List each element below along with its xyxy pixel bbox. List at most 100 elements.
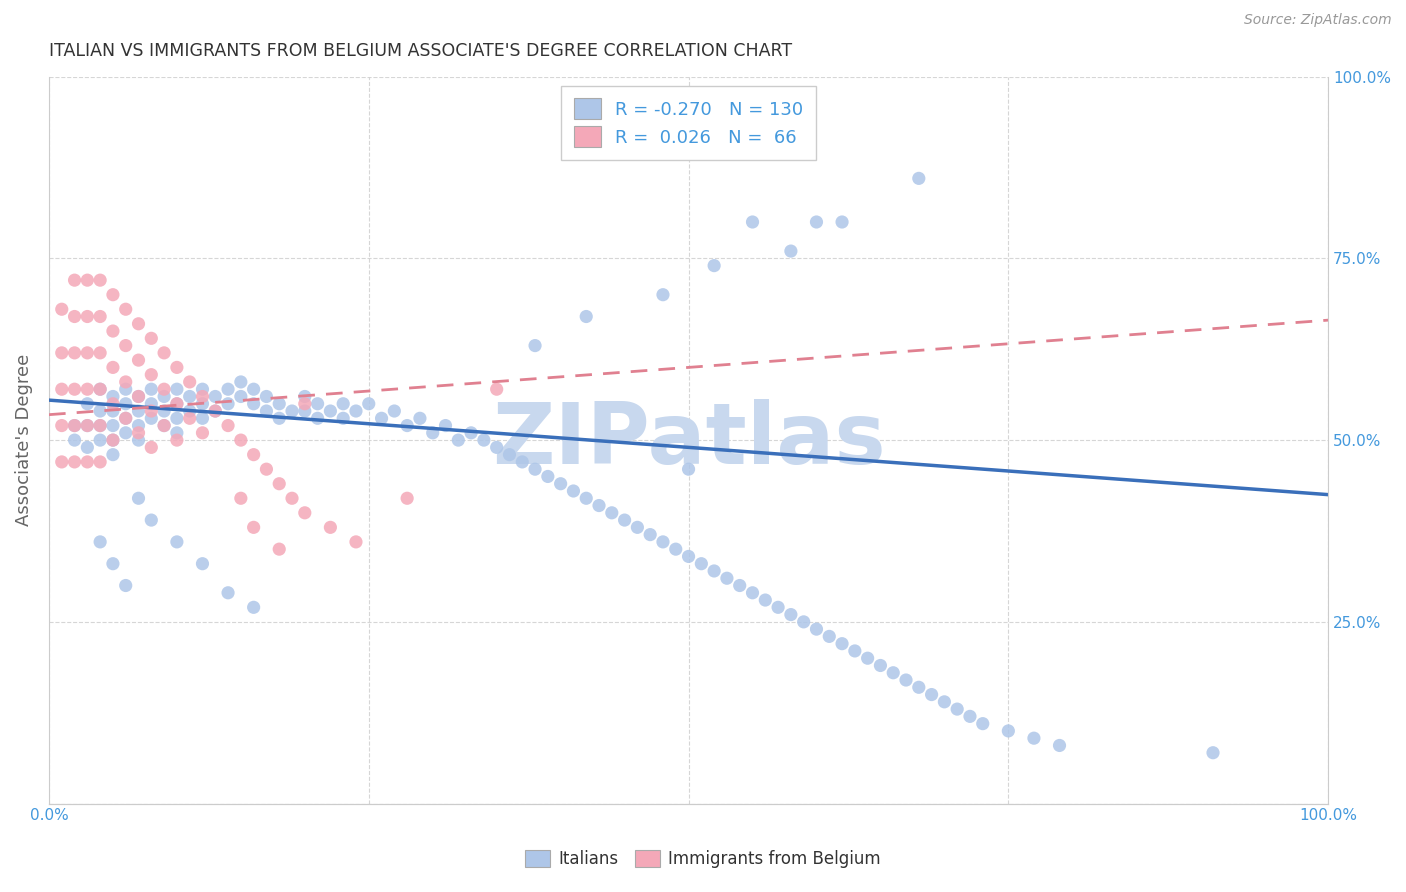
Point bbox=[422, 425, 444, 440]
Point bbox=[153, 346, 176, 360]
Point bbox=[63, 433, 86, 447]
Point bbox=[818, 629, 841, 643]
Point bbox=[89, 433, 111, 447]
Point bbox=[128, 389, 150, 403]
Point bbox=[703, 259, 725, 273]
Point bbox=[89, 382, 111, 396]
Point bbox=[396, 418, 419, 433]
Point bbox=[179, 375, 201, 389]
Point bbox=[141, 382, 163, 396]
Point bbox=[141, 404, 163, 418]
Point bbox=[63, 310, 86, 324]
Point bbox=[141, 397, 163, 411]
Point bbox=[254, 462, 277, 476]
Point bbox=[831, 215, 853, 229]
Point bbox=[76, 418, 98, 433]
Point bbox=[153, 418, 176, 433]
Point bbox=[997, 723, 1019, 738]
Point bbox=[141, 441, 163, 455]
Point bbox=[128, 491, 150, 506]
Point bbox=[114, 411, 136, 425]
Point bbox=[63, 346, 86, 360]
Point bbox=[269, 476, 291, 491]
Point bbox=[780, 244, 803, 258]
Point bbox=[191, 425, 214, 440]
Point bbox=[101, 389, 124, 403]
Point bbox=[882, 665, 904, 680]
Point bbox=[101, 404, 124, 418]
Point bbox=[332, 411, 354, 425]
Point bbox=[638, 527, 661, 541]
Point bbox=[934, 695, 956, 709]
Point bbox=[1022, 731, 1045, 746]
Point bbox=[191, 397, 214, 411]
Point bbox=[716, 571, 738, 585]
Point bbox=[101, 433, 124, 447]
Point bbox=[153, 389, 176, 403]
Point bbox=[382, 404, 405, 418]
Point bbox=[409, 411, 432, 425]
Point bbox=[217, 418, 239, 433]
Point bbox=[1202, 746, 1225, 760]
Point bbox=[754, 593, 776, 607]
Point bbox=[485, 441, 508, 455]
Point bbox=[242, 382, 264, 396]
Legend: Italians, Immigrants from Belgium: Italians, Immigrants from Belgium bbox=[519, 843, 887, 875]
Point bbox=[766, 600, 789, 615]
Point bbox=[191, 389, 214, 403]
Point bbox=[204, 404, 226, 418]
Point bbox=[191, 411, 214, 425]
Text: ZIPatlas: ZIPatlas bbox=[492, 399, 886, 482]
Point bbox=[1049, 739, 1071, 753]
Point bbox=[254, 404, 277, 418]
Point bbox=[89, 310, 111, 324]
Point bbox=[128, 433, 150, 447]
Point bbox=[575, 310, 598, 324]
Point bbox=[51, 302, 73, 317]
Point bbox=[191, 557, 214, 571]
Point bbox=[101, 557, 124, 571]
Point bbox=[281, 404, 304, 418]
Point bbox=[89, 455, 111, 469]
Point bbox=[166, 382, 188, 396]
Point bbox=[269, 542, 291, 557]
Point bbox=[76, 310, 98, 324]
Point bbox=[344, 404, 367, 418]
Point bbox=[806, 215, 828, 229]
Point bbox=[51, 455, 73, 469]
Point bbox=[191, 382, 214, 396]
Point bbox=[434, 418, 457, 433]
Point bbox=[229, 433, 252, 447]
Point bbox=[562, 483, 585, 498]
Point bbox=[89, 418, 111, 433]
Point bbox=[114, 425, 136, 440]
Point bbox=[254, 389, 277, 403]
Point bbox=[204, 404, 226, 418]
Point bbox=[217, 586, 239, 600]
Point bbox=[588, 499, 610, 513]
Point bbox=[114, 382, 136, 396]
Point bbox=[128, 353, 150, 368]
Point bbox=[652, 534, 675, 549]
Point bbox=[972, 716, 994, 731]
Point bbox=[307, 397, 329, 411]
Point bbox=[141, 411, 163, 425]
Point bbox=[319, 520, 342, 534]
Point bbox=[281, 491, 304, 506]
Point bbox=[370, 411, 392, 425]
Point bbox=[128, 317, 150, 331]
Point bbox=[101, 397, 124, 411]
Point bbox=[613, 513, 636, 527]
Point bbox=[242, 397, 264, 411]
Point bbox=[460, 425, 482, 440]
Point bbox=[76, 455, 98, 469]
Point bbox=[114, 397, 136, 411]
Point bbox=[76, 382, 98, 396]
Point bbox=[141, 368, 163, 382]
Point bbox=[179, 404, 201, 418]
Point bbox=[472, 433, 495, 447]
Point bbox=[179, 389, 201, 403]
Point bbox=[242, 600, 264, 615]
Point bbox=[921, 688, 943, 702]
Point bbox=[166, 534, 188, 549]
